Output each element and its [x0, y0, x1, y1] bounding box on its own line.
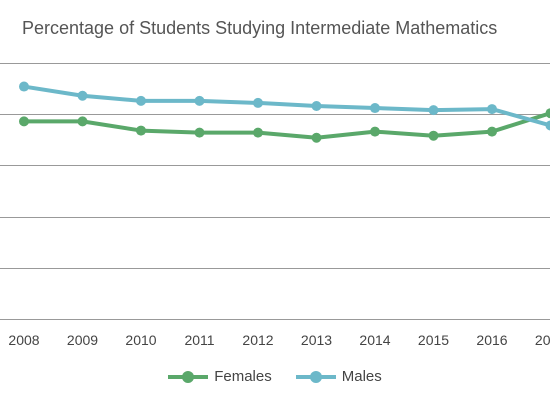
data-point-females[interactable]: [370, 126, 380, 137]
series-females: [19, 108, 550, 143]
data-point-females[interactable]: [194, 127, 205, 138]
x-tick-label: 2011: [184, 332, 214, 348]
data-point-males[interactable]: [253, 97, 263, 108]
x-tick-label: 2015: [418, 332, 449, 348]
data-point-males[interactable]: [77, 90, 88, 101]
series-lines: [19, 81, 550, 143]
data-point-females[interactable]: [19, 116, 29, 127]
data-point-males[interactable]: [487, 104, 497, 115]
data-point-males[interactable]: [194, 95, 205, 106]
x-tick-label: 2016: [476, 332, 507, 348]
data-point-males[interactable]: [545, 120, 550, 131]
chart-title: Percentage of Students Studying Intermed…: [22, 18, 498, 38]
legend-swatch-females: [168, 370, 209, 383]
data-point-males[interactable]: [370, 103, 380, 114]
data-point-females[interactable]: [487, 126, 497, 137]
x-tick-label: 2008: [8, 332, 39, 348]
data-point-males[interactable]: [19, 81, 29, 92]
data-point-males[interactable]: [311, 101, 322, 112]
legend-item-males[interactable]: Males: [295, 368, 382, 385]
data-point-females[interactable]: [136, 125, 146, 136]
series-males: [19, 81, 550, 131]
data-point-females[interactable]: [311, 132, 322, 143]
x-tick-label: 2014: [359, 332, 390, 348]
data-point-males[interactable]: [428, 105, 439, 116]
data-point-females[interactable]: [545, 108, 550, 119]
series-line-females: [24, 111, 550, 140]
legend-item-females[interactable]: Females: [168, 368, 272, 385]
legend-swatch-males: [295, 370, 336, 383]
x-tick-label: 2012: [242, 332, 273, 348]
x-tick-label: 2017: [535, 332, 550, 348]
legend-label-males: Males: [341, 368, 382, 385]
legend: Females Males: [0, 368, 550, 385]
gridlines: [0, 63, 550, 320]
legend-label-females: Females: [214, 368, 272, 385]
data-point-females[interactable]: [253, 127, 263, 138]
data-point-females[interactable]: [77, 116, 88, 127]
x-tick-label: 2010: [125, 332, 156, 348]
x-tick-label: 2013: [301, 332, 332, 348]
data-point-males[interactable]: [136, 95, 146, 106]
series-line-males: [23, 84, 550, 128]
x-tick-label: 2009: [67, 332, 98, 348]
x-axis-tick-labels: 2008 2009 2010 2011 2012 2013 2014 2015 2016 2017: [8, 332, 550, 348]
data-point-females[interactable]: [428, 130, 439, 141]
